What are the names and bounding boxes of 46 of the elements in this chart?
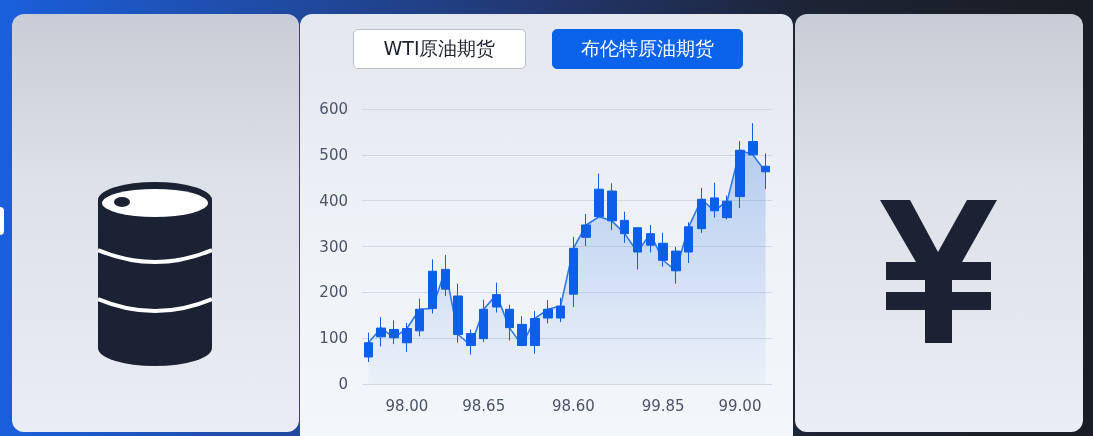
y-tick-label: 100 [319, 329, 348, 348]
candlestick [543, 299, 553, 324]
x-tick-label: 99.00 [718, 396, 762, 415]
y-tick-label: 300 [319, 237, 348, 256]
candlestick [722, 195, 732, 220]
candlestick [556, 297, 565, 323]
candlestick [594, 173, 604, 218]
x-tick-label: 98.00 [385, 396, 429, 415]
candlestick [428, 258, 437, 314]
candlestick [748, 122, 758, 156]
candlestick [376, 316, 386, 347]
x-tick-label: 98.60 [551, 396, 595, 415]
tab-button: 布伦特原油期货 [552, 29, 743, 69]
candlestick [620, 211, 629, 244]
candlestick [658, 232, 668, 268]
candlestick [710, 182, 719, 219]
candlestick [671, 246, 681, 285]
candlestick [389, 319, 399, 345]
candlestick [402, 322, 412, 353]
candlestick [441, 254, 450, 297]
candlestick [607, 182, 617, 231]
candlestick [735, 140, 745, 209]
candlestick [697, 187, 706, 234]
candlestick [530, 310, 540, 355]
candlestick [453, 283, 463, 344]
candlestick [684, 221, 693, 264]
y-tick-label: 0 [338, 375, 348, 393]
candlestick [517, 315, 527, 346]
candlestick [492, 282, 501, 313]
candlestick [415, 298, 424, 337]
candlestick [633, 227, 642, 270]
candlestick [505, 304, 514, 341]
candlestick [646, 224, 655, 253]
y-tick-label: 200 [319, 283, 348, 302]
x-tick-label: 98.65 [462, 396, 506, 415]
candlestick [569, 236, 578, 308]
candlestick [466, 328, 476, 356]
tab-button: WTI原油期货 [353, 29, 526, 69]
candlestick [761, 152, 770, 190]
y-tick-label: 500 [319, 145, 348, 164]
candlestick [581, 213, 591, 247]
y-tick-label: 600 [319, 100, 348, 118]
candlestick [479, 299, 488, 343]
x-tick-label: 99.85 [641, 396, 685, 415]
candlestick [364, 332, 373, 363]
y-tick-label: 400 [319, 191, 348, 210]
